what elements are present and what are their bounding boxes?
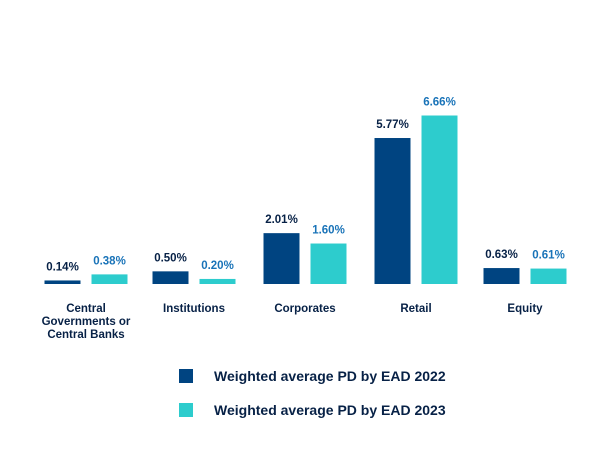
bar-2022-3: [374, 138, 411, 284]
category-label-2: Corporates: [274, 303, 335, 315]
bar-2022-4: [483, 268, 520, 284]
data-label-2023-4: 0.61%: [532, 250, 565, 262]
category-label-line: Governments or: [42, 316, 131, 328]
pd-bar-chart: 0.14% 0.38% Central Governments or Central B…: [42, 97, 567, 341]
bar-2023-1: [199, 278, 236, 284]
category-label-line: Institutions: [163, 303, 225, 315]
bar-2023-0: [91, 274, 128, 284]
legend-label-2022: Weighted average PD by EAD 2022: [214, 368, 446, 384]
category-label-line: Equity: [507, 303, 543, 315]
category-label-line: Retail: [400, 303, 431, 315]
category-label-line: Central: [66, 303, 106, 315]
legend-swatch-2023: [179, 403, 193, 417]
data-label-2022-4: 0.63%: [485, 249, 518, 261]
data-label-2022-0: 0.14%: [46, 261, 79, 273]
data-label-2022-1: 0.50%: [154, 252, 187, 264]
legend-label-2023: Weighted average PD by EAD 2023: [214, 402, 446, 418]
bar-2023-3: [421, 115, 458, 284]
data-label-2022-3: 5.77%: [376, 119, 409, 131]
category-label-1: Institutions: [163, 303, 225, 315]
bar-2022-1: [152, 271, 189, 284]
data-label-2023-3: 6.66%: [423, 97, 456, 109]
category-label-3: Retail: [400, 303, 431, 315]
bar-2022-2: [263, 233, 300, 284]
bar-2023-4: [530, 268, 567, 284]
legend-item-2022: Weighted average PD by EAD 2022: [179, 368, 446, 384]
bar-2023-2: [310, 243, 347, 284]
category-label-0: Central Governments or Central Banks: [42, 303, 131, 341]
legend-swatch-2022: [179, 369, 193, 383]
category-label-line: Corporates: [274, 303, 335, 315]
data-label-2023-0: 0.38%: [93, 255, 126, 267]
bar-2022-0: [44, 280, 81, 284]
category-label-line: Central Banks: [47, 329, 124, 341]
data-label-2023-1: 0.20%: [201, 260, 234, 272]
category-label-4: Equity: [507, 303, 543, 315]
data-label-2023-2: 1.60%: [312, 225, 345, 237]
legend-item-2023: Weighted average PD by EAD 2023: [179, 402, 446, 418]
data-label-2022-2: 2.01%: [265, 214, 298, 226]
